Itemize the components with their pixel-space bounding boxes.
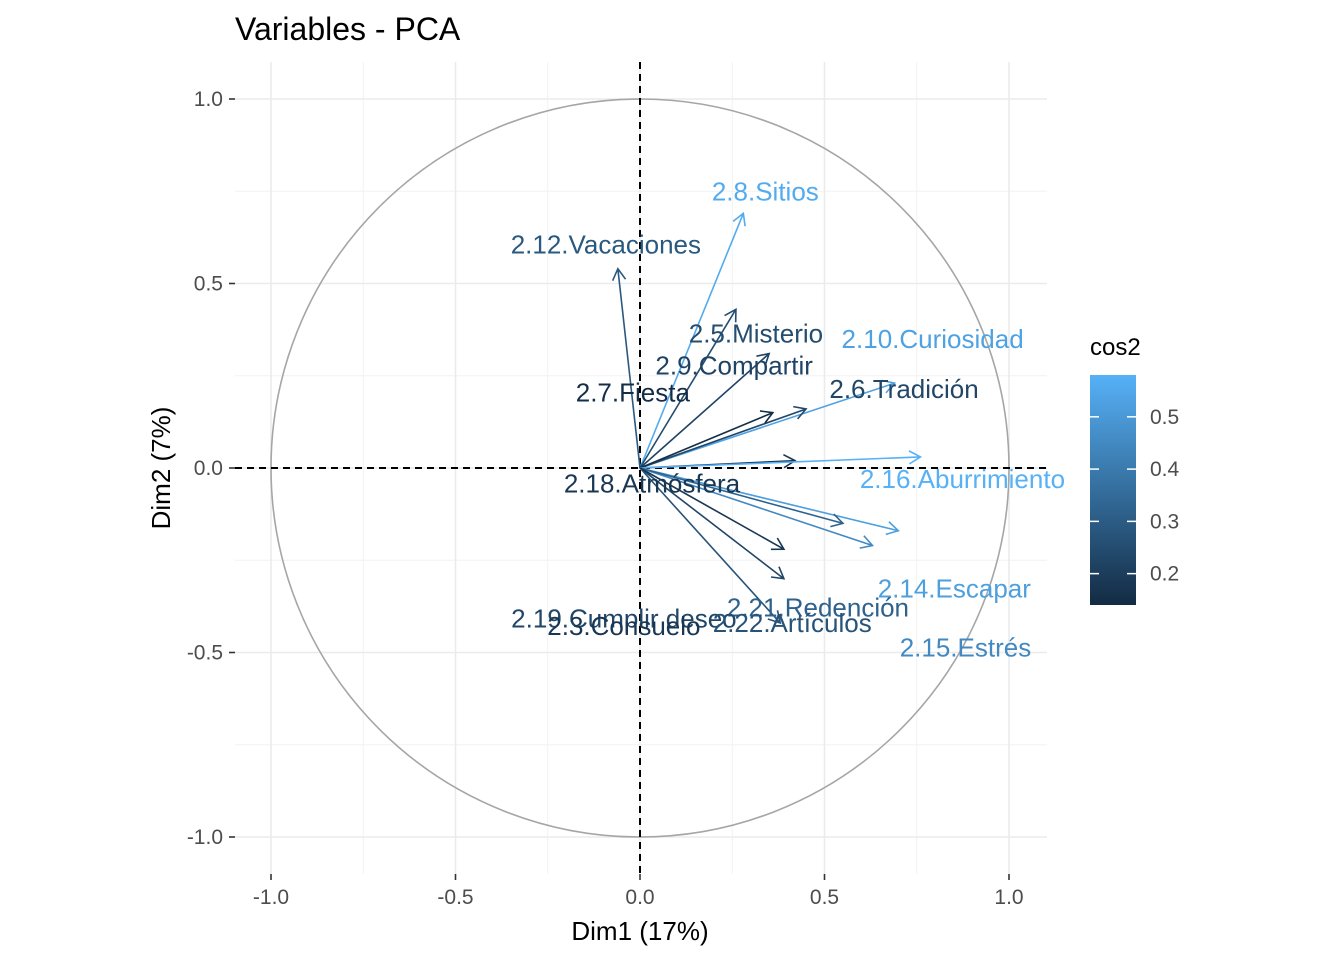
arrow-head [759,410,775,424]
arrow-head [756,352,771,367]
x-tick-label: 0.5 [810,886,839,909]
y-tick-label: -0.5 [187,642,223,665]
legend-tick-label: 0.4 [1150,458,1180,481]
legend-colorbar [1090,375,1136,605]
x-tick-label: 0.0 [625,886,654,909]
variable-arrow [639,467,782,625]
arrow-head [770,566,786,580]
arrow-shaft [639,408,807,469]
variable-label: 2.9.Compartir [655,351,813,381]
y-tick-label: 0.0 [194,457,223,480]
variable-label: 2.18.Atmósfera [564,469,741,499]
variable-label: 2.21.Redención [727,592,909,622]
legend-tick-label: 0.3 [1150,510,1179,533]
arrow-head [881,379,897,394]
variable-label: 2.6.Tradición [829,374,978,404]
arrow-head [885,521,900,536]
arrow-head [783,453,797,469]
variable-arrow [639,307,737,469]
arrow-shaft [639,353,770,469]
y-axis-title: Dim2 (7%) [146,407,176,530]
arrow-shaft [639,467,785,580]
variable-arrow [611,267,641,469]
legend-tick-label: 0.5 [1150,406,1179,429]
variable-arrow [639,410,775,469]
variable-label: 2.19.Cumplir deseo [511,604,736,634]
chart-title: Variables - PCA [235,11,461,47]
arrow-shaft [639,467,899,532]
x-tick-label: -1.0 [253,886,289,909]
variable-arrow [639,467,900,536]
arrow-shaft [639,411,774,469]
variable-arrow [639,453,797,469]
arrow-shaft [639,382,895,469]
arrow-head [793,405,808,420]
legend-tick-label: 0.2 [1150,563,1179,586]
variable-label: 2.14.Escapar [878,574,1032,604]
arrow-shaft [639,308,737,469]
legend-title: cos2 [1090,334,1141,361]
variable-arrow [639,211,746,469]
arrow-shaft [639,456,921,469]
arrow-shaft [617,268,641,469]
arrow-shaft [639,467,873,547]
variable-arrow [639,379,897,469]
x-axis-title: Dim1 (17%) [571,916,708,946]
reference-lines [235,62,1047,874]
color-legend: cos2 0.2 0.3 0.4 0.5 [1090,334,1180,605]
y-axis-ticks: -1.0 -0.5 0.0 0.5 1.0 [187,88,235,849]
variable-arrow [639,405,808,469]
variable-label: 2.3.Consuelo [547,611,700,641]
variable-label: 2.8.Sitios [712,176,819,206]
arrow-head [770,537,786,551]
arrow-head [724,307,737,323]
arrow-head [611,267,627,281]
variable-label: 2.10.Curiosidad [842,324,1024,354]
variable-arrow [639,467,845,528]
arrow-head [908,450,923,465]
variable-labels: 2.8.Sitios 2.12.Vacaciones 2.5.Misterio 2.1… [511,176,1065,662]
x-tick-label: 1.0 [994,886,1023,909]
variable-label: 2.12.Vacaciones [511,230,701,260]
variable-arrow [639,467,786,551]
y-tick-label: -1.0 [187,826,223,849]
arrow-shaft [639,467,785,550]
variable-label: 2.16.Aburrimiento [860,464,1065,494]
x-tick-label: -0.5 [437,886,473,909]
variable-label: 2.22.Artículos [713,608,872,638]
y-tick-label: 1.0 [194,88,223,111]
variable-arrows [611,211,923,625]
variable-label: 2.5.Misterio [689,318,823,348]
arrow-shaft [639,467,781,624]
arrow-shaft [639,467,844,525]
variable-arrow [639,450,923,469]
arrow-head [859,535,874,549]
variable-label: 2.7.Fiesta [576,378,691,408]
arrow-shaft [639,213,745,469]
y-tick-label: 0.5 [194,273,223,296]
x-axis-ticks: -1.0 -0.5 0.0 0.5 1.0 [253,874,1024,909]
arrow-head [732,211,746,227]
arrow-head [767,610,782,625]
arrow-head [830,513,845,528]
variable-arrow [639,467,874,549]
variable-arrow [639,352,771,469]
variable-label: 2.15.Estrés [900,632,1032,662]
variable-arrow [639,467,786,580]
